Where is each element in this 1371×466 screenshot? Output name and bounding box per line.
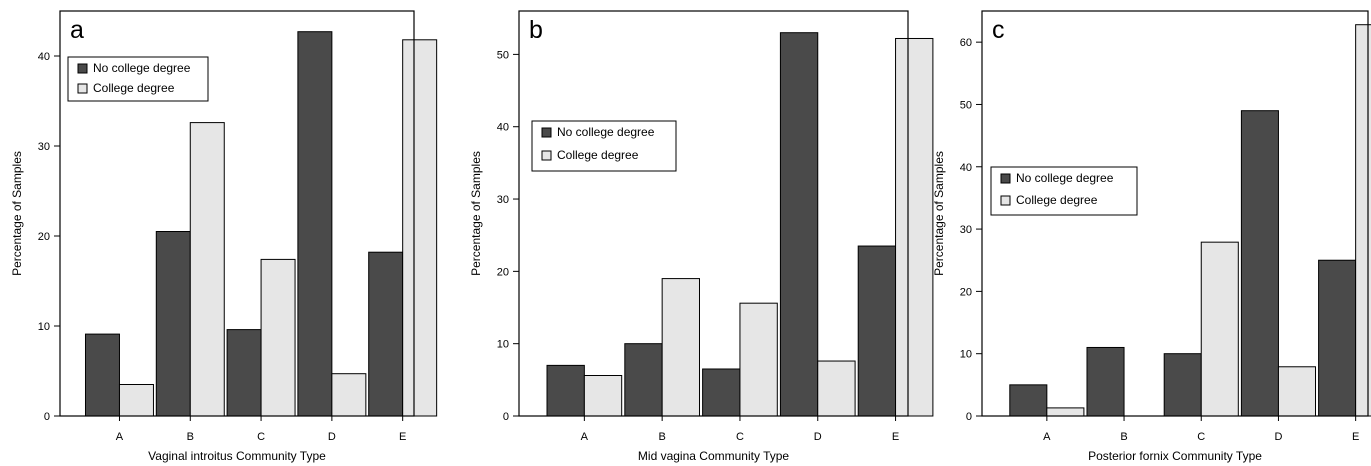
- legend-box: [531, 120, 677, 172]
- bar-college-e: [1355, 24, 1371, 417]
- y-tick-label: 50: [497, 49, 509, 61]
- y-axis-title: Percentage of Samples: [10, 151, 24, 276]
- y-tick-label: 0: [966, 411, 972, 423]
- bar-no-college-a: [546, 364, 585, 417]
- x-tick-label: A: [116, 431, 124, 443]
- y-tick-label: 20: [960, 286, 972, 298]
- y-tick-label: 30: [960, 224, 972, 236]
- y-tick-label: 40: [960, 162, 972, 174]
- bar-college-d: [1277, 366, 1317, 417]
- legend-label: College degree: [557, 148, 639, 162]
- legend-label: No college degree: [1016, 171, 1114, 185]
- bar-college-a: [583, 375, 623, 417]
- x-tick-label: E: [1352, 431, 1359, 443]
- bar-no-college-b: [1086, 346, 1125, 417]
- bar-college-e: [402, 39, 438, 417]
- y-tick-label: 40: [38, 51, 50, 63]
- legend-swatch-college: [1000, 195, 1011, 206]
- legend-box: [67, 56, 209, 102]
- bar-college-d: [331, 373, 367, 417]
- plot-frame: [981, 10, 1369, 417]
- x-tick-label: A: [1043, 431, 1051, 443]
- y-tick-label: 20: [38, 231, 50, 243]
- bar-no-college-e: [1318, 259, 1357, 417]
- x-axis-title: Mid vagina Community Type: [638, 449, 790, 463]
- y-tick-label: 40: [497, 122, 509, 134]
- x-tick-label: B: [187, 431, 194, 443]
- y-axis-title: Percentage of Samples: [469, 151, 483, 276]
- y-tick-label: 0: [503, 411, 509, 423]
- y-tick-label: 60: [960, 37, 972, 49]
- bar-college-a: [118, 384, 154, 417]
- x-tick-label: E: [399, 431, 406, 443]
- chart-panel-a: A B C D E 0 10 20 30 40 a Vaginal introitus Communi…: [10, 10, 438, 463]
- bar-no-college-e: [857, 245, 897, 417]
- legend-swatch-no-college: [541, 127, 552, 138]
- legend-label: No college degree: [557, 125, 655, 139]
- x-tick-label: D: [328, 431, 336, 443]
- x-axis-title: Posterior fornix Community Type: [1088, 449, 1262, 463]
- x-tick-label: B: [658, 431, 665, 443]
- legend-label: No college degree: [93, 61, 191, 75]
- bar-no-college-d: [297, 31, 333, 417]
- legend-label: College degree: [1016, 193, 1098, 207]
- y-axis-title: Percentage of Samples: [932, 151, 946, 276]
- y-tick-label: 20: [497, 266, 509, 278]
- bar-no-college-c: [702, 368, 741, 417]
- chart-panel-c: A B C D E 0 10 20 30 40 50 60 c Posterior fornix Comm…: [932, 10, 1371, 463]
- panel-label: a: [70, 16, 84, 44]
- bar-no-college-c: [1163, 353, 1202, 417]
- bar-no-college-d: [779, 32, 819, 417]
- x-tick-label: B: [1120, 431, 1127, 443]
- legend-swatch-no-college: [1000, 173, 1011, 184]
- y-tick-label: 30: [38, 141, 50, 153]
- x-tick-label: C: [1197, 431, 1205, 443]
- legend: No college degree College degree: [67, 56, 209, 102]
- bar-college-b: [189, 122, 225, 417]
- legend-label: College degree: [93, 81, 175, 95]
- bar-no-college-b: [155, 231, 191, 417]
- legend-swatch-no-college: [77, 63, 88, 74]
- x-tick-label: E: [892, 431, 899, 443]
- y-tick-label: 0: [44, 411, 50, 423]
- panel-label: b: [529, 16, 543, 44]
- bar-no-college-a: [1009, 384, 1048, 417]
- plot-frame: [518, 10, 909, 417]
- x-tick-label: D: [814, 431, 822, 443]
- legend-swatch-college: [541, 150, 552, 161]
- bar-college-e: [895, 37, 934, 417]
- legend: No college degree College degree: [990, 166, 1138, 216]
- y-tick-label: 10: [497, 339, 509, 351]
- legend-box: [990, 166, 1138, 216]
- bar-college-b: [661, 278, 700, 417]
- panel-label: c: [992, 16, 1005, 44]
- x-tick-label: C: [736, 431, 744, 443]
- bar-no-college-a: [84, 333, 120, 417]
- x-axis-title: Vaginal introitus Community Type: [148, 449, 326, 463]
- bar-college-c: [1200, 241, 1239, 417]
- x-tick-label: D: [1274, 431, 1282, 443]
- y-tick-label: 50: [960, 99, 972, 111]
- y-tick-label: 10: [960, 349, 972, 361]
- plot-frame: [59, 10, 415, 417]
- bar-no-college-b: [624, 343, 663, 417]
- bar-no-college-c: [226, 329, 262, 417]
- bar-no-college-e: [368, 251, 404, 417]
- legend: No college degree College degree: [531, 120, 677, 172]
- y-tick-label: 30: [497, 194, 509, 206]
- legend-swatch-college: [77, 83, 88, 94]
- y-tick-label: 10: [38, 321, 50, 333]
- bar-college-d: [817, 360, 856, 417]
- bar-no-college-d: [1240, 110, 1279, 417]
- bar-college-c: [739, 302, 778, 417]
- chart-panel-b: A B C D E 0 10 20 30 40 50 b Mid vagina Community Ty…: [469, 10, 934, 463]
- x-tick-label: A: [581, 431, 589, 443]
- bar-college-a: [1046, 407, 1085, 417]
- x-tick-label: C: [257, 431, 265, 443]
- bar-college-c: [260, 258, 296, 417]
